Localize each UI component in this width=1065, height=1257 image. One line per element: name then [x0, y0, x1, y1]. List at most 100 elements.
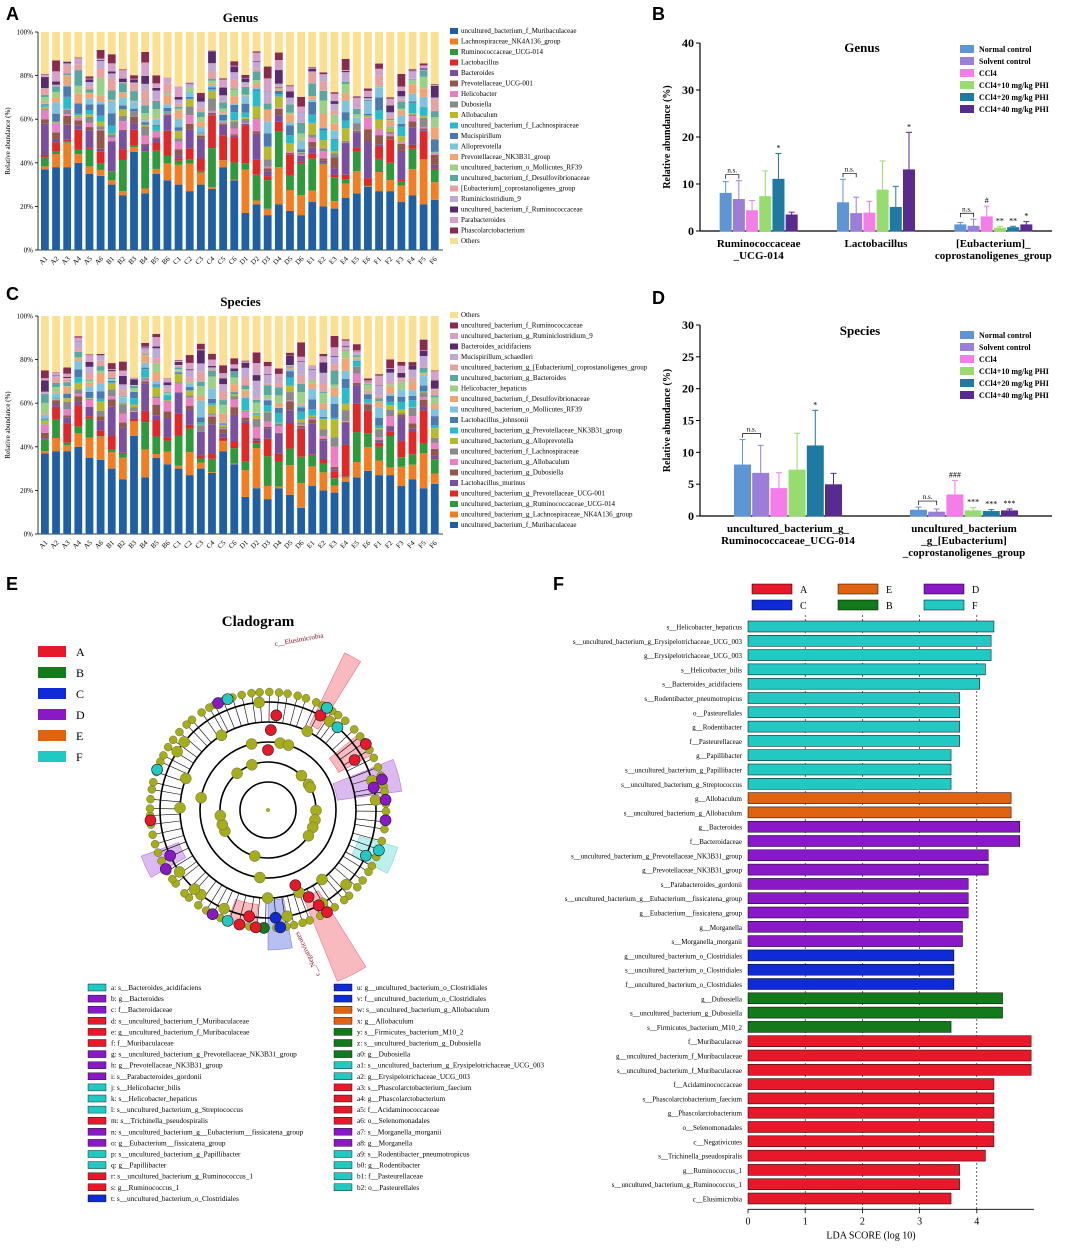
segment	[375, 428, 383, 429]
segment	[74, 402, 82, 406]
lda-x-axis-label: LDA SCORE (log 10)	[826, 1230, 915, 1241]
segment	[308, 369, 316, 378]
segment	[197, 172, 205, 184]
clade-node-highlight	[165, 850, 176, 861]
segment-others	[397, 32, 405, 74]
segment	[286, 143, 294, 152]
segment	[308, 383, 316, 388]
legend-swatch	[450, 49, 458, 55]
segment	[97, 371, 105, 374]
segment	[308, 416, 316, 417]
segment	[275, 89, 283, 91]
segment	[130, 392, 138, 398]
segment	[219, 112, 227, 114]
bar-5-0	[786, 215, 797, 231]
segment	[186, 191, 194, 250]
sample-bar-E2	[319, 316, 327, 534]
y-axis-label: Relative abundance (%)	[4, 391, 12, 459]
segment	[242, 412, 250, 418]
segment-others	[97, 316, 105, 354]
segment	[130, 379, 138, 385]
legend-label: CCl4+20 mg/kg PHI	[979, 93, 1049, 102]
segment	[353, 383, 361, 386]
segment	[375, 64, 383, 69]
clade-node-highlight	[250, 922, 261, 933]
segment	[108, 134, 116, 135]
y-tick-label: 60%	[20, 400, 33, 408]
lda-bar	[748, 1164, 960, 1175]
bar-3-1	[965, 511, 981, 516]
segment	[208, 388, 216, 399]
segment	[108, 372, 116, 378]
segment	[319, 419, 327, 429]
significance-label: *	[813, 400, 817, 409]
segment	[420, 129, 428, 131]
segment	[264, 133, 272, 146]
segment	[331, 94, 339, 101]
segment	[275, 462, 283, 487]
segment	[286, 410, 294, 423]
segment	[141, 152, 149, 189]
legend-label: uncultured_bacterium_g_Lachnospiraceae_N…	[461, 511, 633, 519]
x-category-label: uncultured_bacterium_g_	[727, 523, 850, 535]
clade-key-swatch	[88, 1095, 106, 1102]
x-tick-label: F4	[406, 255, 417, 266]
segment	[219, 109, 227, 112]
lda-bar-label: g__Ruminococcus_1	[683, 1167, 743, 1175]
lda-bar-label: o__Selenomonadales	[683, 1124, 743, 1132]
segment	[119, 390, 127, 396]
segment	[141, 368, 149, 370]
clade-node	[151, 840, 159, 848]
segment	[208, 63, 216, 72]
segment	[319, 436, 327, 439]
panel-label-a: A	[6, 4, 19, 24]
segment	[219, 79, 227, 87]
lda-legend-swatch	[752, 600, 792, 610]
segment	[41, 119, 49, 124]
segment	[119, 428, 127, 453]
sample-bar-C3	[197, 316, 205, 534]
segment	[386, 416, 394, 425]
segment	[108, 369, 116, 370]
segment	[86, 407, 94, 416]
sample-bar-A2	[52, 32, 60, 250]
segment	[108, 396, 116, 399]
segment	[420, 375, 428, 376]
clade-node	[249, 851, 260, 862]
segment	[197, 93, 205, 97]
segment	[308, 380, 316, 381]
segment	[119, 453, 127, 454]
segment	[219, 438, 227, 441]
segment	[253, 441, 261, 443]
y-tick-label: 0	[688, 224, 694, 238]
clade-key-swatch	[334, 1006, 352, 1013]
segment	[52, 393, 60, 397]
segment	[409, 366, 417, 370]
segment-others	[175, 32, 183, 87]
lda-bar	[748, 693, 960, 704]
segment	[52, 123, 60, 132]
segment	[431, 389, 439, 390]
segment	[97, 69, 105, 78]
sample-bar-D5	[286, 32, 294, 250]
segment	[253, 119, 261, 131]
clade-node-highlight	[380, 794, 391, 805]
segment	[264, 110, 272, 121]
segment	[52, 60, 60, 71]
x-category-label: Ruminococcaceae_UCG-014	[721, 535, 855, 547]
segment	[86, 419, 94, 438]
lda-bar	[748, 1150, 985, 1161]
segment	[86, 399, 94, 400]
segment	[175, 382, 183, 383]
legend-swatch	[450, 28, 458, 34]
segment-others	[420, 316, 428, 340]
sample-bar-F5	[420, 316, 428, 534]
clade-node-highlight	[290, 880, 301, 891]
bar-0-0	[720, 193, 731, 231]
segment	[264, 176, 272, 180]
segment	[74, 115, 82, 117]
segment	[286, 385, 294, 392]
lda-legend-swatch	[924, 584, 964, 594]
segment	[219, 102, 227, 108]
legend-label: Parabacteroides	[461, 216, 506, 224]
